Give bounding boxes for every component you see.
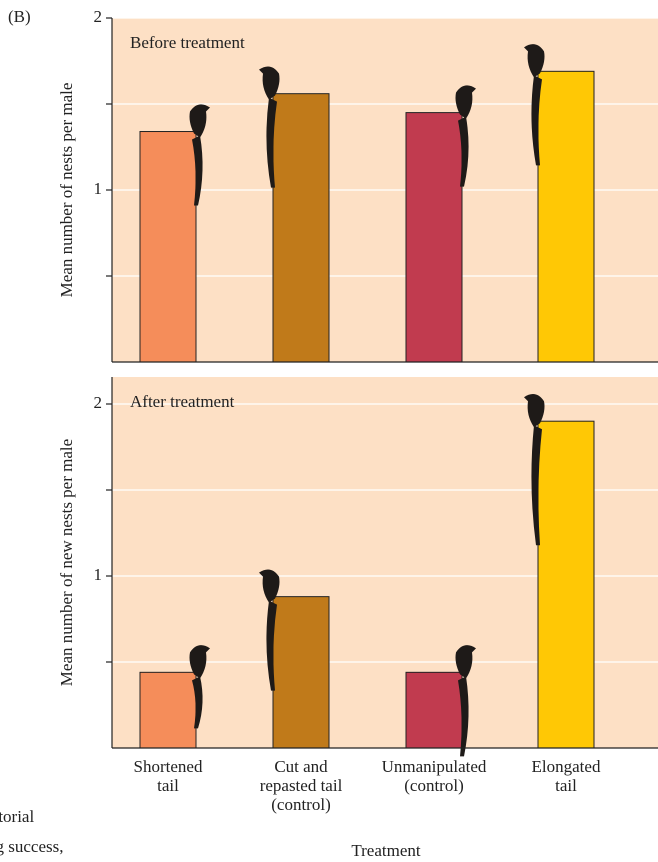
bird-silhouette — [524, 44, 545, 166]
x-tick-label: (control) — [404, 776, 463, 795]
y-tick-label: 1 — [94, 565, 103, 584]
bird-tail — [458, 116, 469, 187]
bar — [405, 112, 463, 363]
bird-tail — [531, 75, 542, 166]
bird-body — [259, 569, 280, 603]
bird-silhouette — [455, 645, 476, 757]
caption-fragment: territorial — [0, 807, 34, 826]
bird-tail — [458, 676, 469, 757]
x-tick-label: repasted tail — [260, 776, 343, 795]
caption-fragment: ating success, — [0, 837, 63, 856]
bird-body — [259, 66, 280, 100]
bird-tail — [266, 600, 277, 691]
x-tick-label: Unmanipulated — [382, 757, 487, 776]
y-tick-label: 2 — [94, 7, 103, 26]
bar — [139, 131, 197, 363]
bird-body — [524, 44, 545, 78]
bar — [405, 671, 463, 749]
bird-silhouette — [189, 645, 210, 729]
y-axis-label: Mean number of new nests per male — [57, 439, 76, 686]
panel-label: (B) — [8, 7, 31, 26]
x-tick-label: Shortened — [134, 757, 203, 776]
bird-tail — [266, 97, 277, 188]
bar — [537, 420, 595, 749]
bird-body — [455, 645, 476, 679]
x-tick-label: Elongated — [532, 757, 601, 776]
x-axis-label: Treatment — [351, 841, 421, 860]
y-axis-label: Mean number of nests per male — [57, 83, 76, 298]
annotation: Before treatment — [130, 33, 245, 52]
bird-tail — [192, 135, 203, 206]
bird-tail — [192, 676, 203, 729]
y-tick-label: 2 — [94, 393, 103, 412]
bird-body — [524, 394, 545, 428]
y-tick-label: 1 — [94, 179, 103, 198]
bird-silhouette — [455, 85, 476, 187]
bar — [139, 671, 197, 749]
bar — [537, 70, 595, 363]
bar — [272, 596, 330, 749]
bird-silhouette — [189, 104, 210, 206]
x-tick-label: tail — [157, 776, 179, 795]
bird-body — [455, 85, 476, 119]
bird-silhouette — [259, 569, 280, 691]
bird-body — [189, 104, 210, 138]
bird-silhouette — [259, 66, 280, 188]
x-tick-label: Cut and — [274, 757, 328, 776]
annotation: After treatment — [130, 392, 235, 411]
bar — [272, 93, 330, 363]
x-tick-label: (control) — [271, 795, 330, 814]
bird-tail — [531, 425, 542, 546]
bird-body — [189, 645, 210, 679]
bird-silhouette — [524, 394, 545, 546]
x-tick-label: tail — [555, 776, 577, 795]
